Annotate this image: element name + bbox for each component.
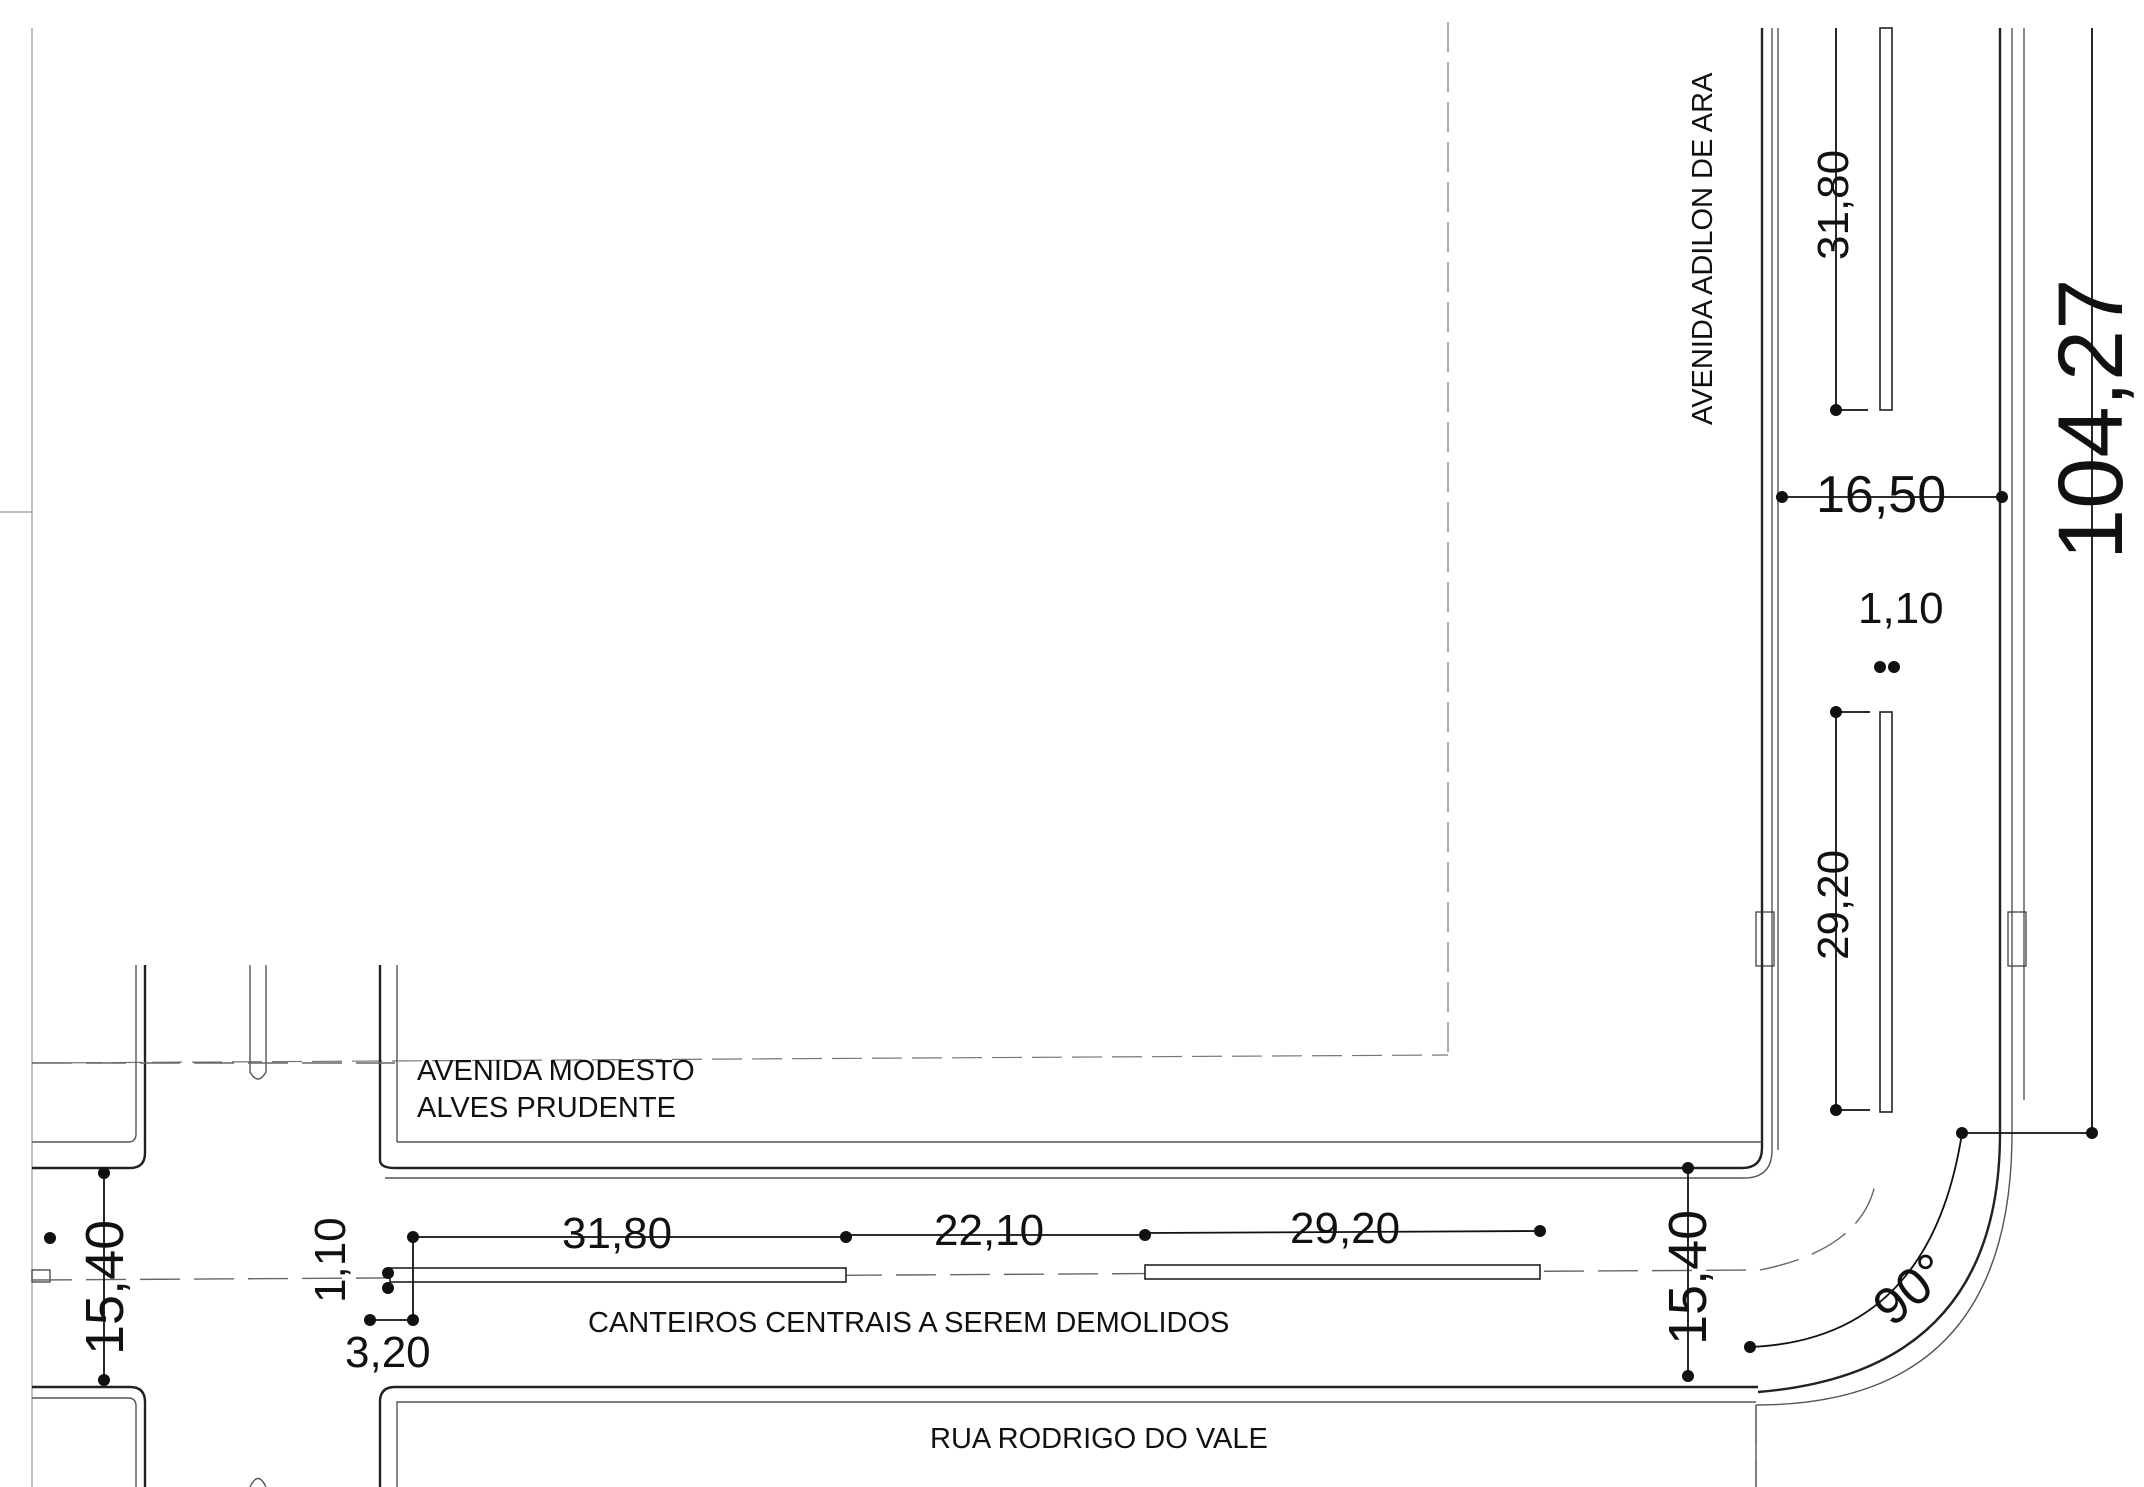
horizontal-median-2	[1144, 1264, 1541, 1280]
street-label-modesto-2: ALVES PRUDENTE	[417, 1092, 676, 1124]
lot-boundary	[31, 22, 1449, 1064]
dim-median-width-h: 1,10	[306, 1217, 355, 1303]
dim-angle: 90°	[1862, 1242, 1960, 1337]
horizontal-median-1	[389, 1267, 847, 1283]
dim-road-width-left: 15,40	[75, 1220, 135, 1355]
dim-horiz-median-1: 31,80	[562, 1209, 672, 1258]
horizontal-road	[32, 965, 1762, 1487]
dim-road-width-right: 15,40	[1658, 1210, 1718, 1345]
dimension-lines	[44, 28, 2098, 1386]
curb-markers	[1755, 911, 2027, 967]
dim-median-offset: 3,20	[345, 1328, 431, 1377]
vertical-median-2	[1879, 711, 1893, 1113]
avenida-adilon-road	[385, 28, 2025, 1406]
street-label-rodrigo: RUA RODRIGO DO VALE	[930, 1423, 1268, 1455]
demolish-note: CANTEIROS CENTRAIS A SEREM DEMOLIDOS	[588, 1307, 1229, 1339]
street-label-modesto-1: AVENIDA MODESTO	[417, 1055, 695, 1087]
dim-total-length: 104,27	[2040, 279, 2142, 560]
dim-vert-median-2: 29,20	[1809, 850, 1858, 960]
vertical-median-1	[1879, 27, 1893, 411]
left-median-stubs	[31, 965, 267, 1487]
dim-median-width-v: 1,10	[1858, 584, 1944, 633]
dim-vert-median-1: 31,80	[1809, 150, 1858, 260]
dim-horiz-gap: 22,10	[934, 1206, 1044, 1255]
dim-vert-road-width: 16,50	[1816, 466, 1946, 524]
street-label-adilon: AVENIDA ADILON DE ARA	[1687, 72, 1719, 425]
dim-horiz-median-2: 29,20	[1290, 1204, 1400, 1253]
